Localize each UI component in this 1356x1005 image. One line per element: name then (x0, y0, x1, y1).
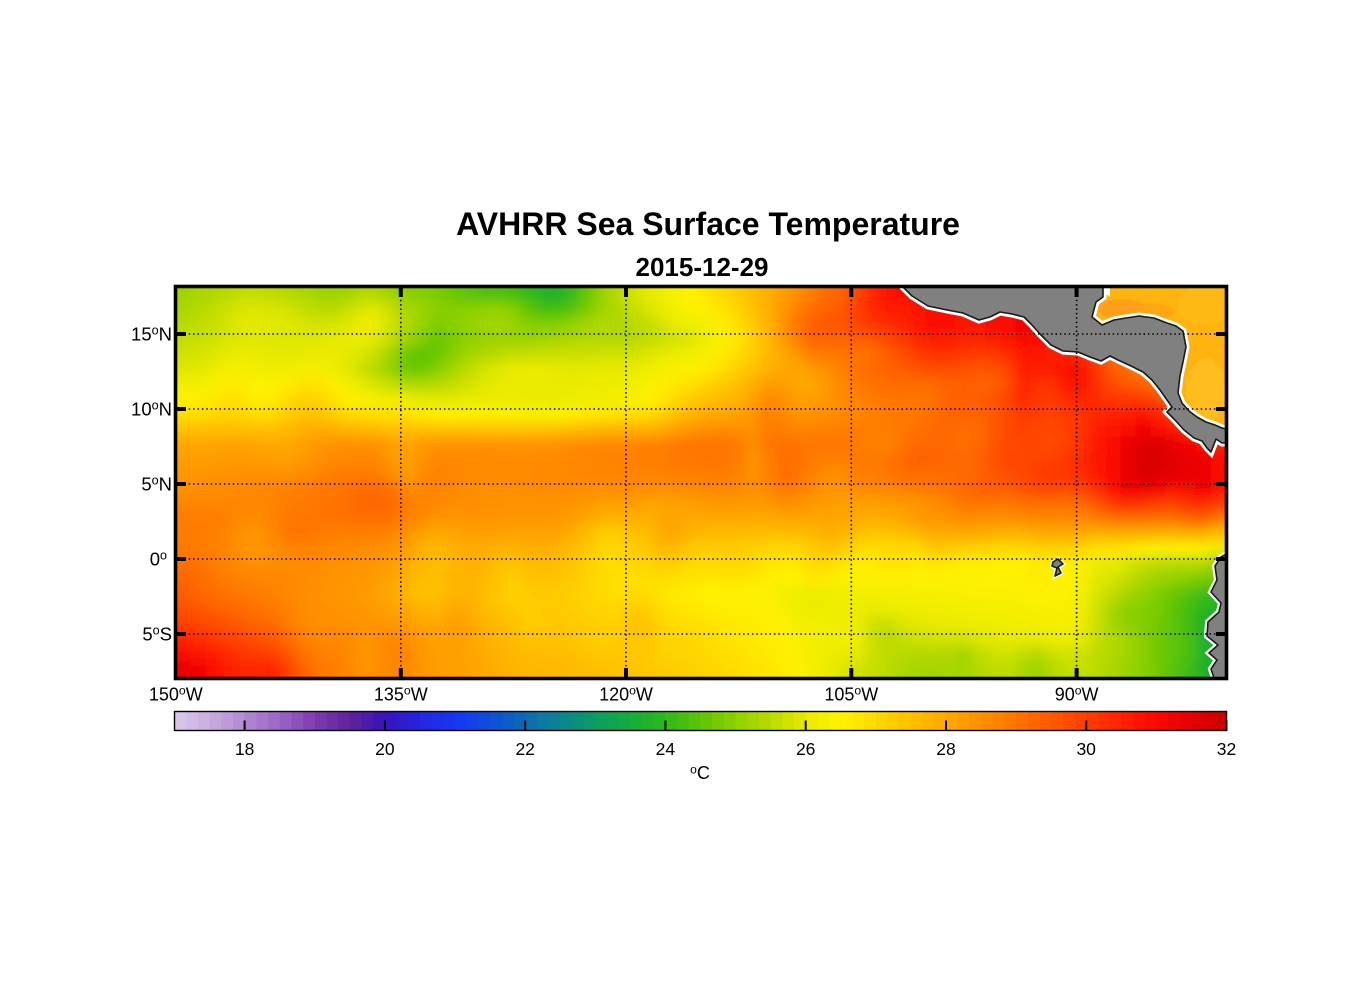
svg-text:15oN: 15oN (131, 324, 172, 345)
svg-text:oC: oC (690, 763, 710, 784)
svg-text:105oW: 105oW (824, 684, 878, 705)
svg-text:22: 22 (515, 739, 534, 759)
svg-text:150oW: 150oW (149, 684, 203, 705)
svg-text:2015-12-29: 2015-12-29 (636, 252, 769, 282)
svg-text:90oW: 90oW (1055, 684, 1099, 705)
svg-text:5oS: 5oS (142, 624, 172, 645)
svg-text:20: 20 (375, 739, 395, 759)
svg-text:5oN: 5oN (141, 474, 172, 495)
svg-text:120oW: 120oW (599, 684, 653, 705)
svg-text:30: 30 (1076, 739, 1096, 759)
svg-text:32: 32 (1217, 739, 1236, 759)
svg-text:135oW: 135oW (374, 684, 428, 705)
svg-text:24: 24 (656, 739, 676, 759)
svg-text:10oN: 10oN (131, 399, 172, 420)
svg-text:AVHRR Sea Surface Temperature: AVHRR Sea Surface Temperature (456, 206, 960, 242)
svg-text:28: 28 (936, 739, 955, 759)
svg-text:26: 26 (796, 739, 815, 759)
svg-text:18: 18 (235, 739, 254, 759)
svg-text:0o: 0o (150, 549, 167, 570)
